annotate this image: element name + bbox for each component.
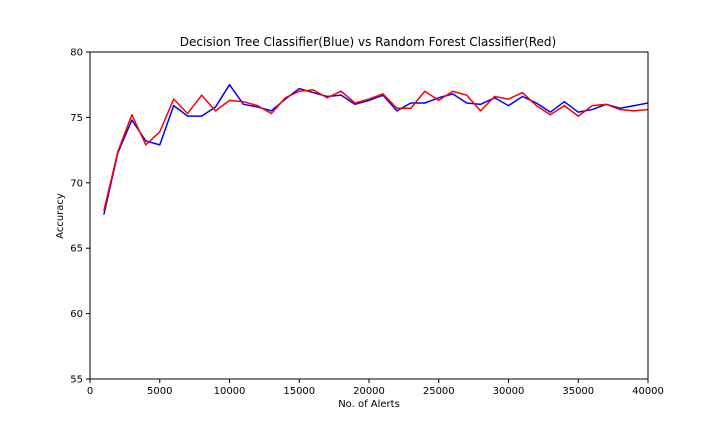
series-layer bbox=[103, 83, 649, 215]
data-point-red bbox=[382, 93, 384, 95]
data-point-blue bbox=[103, 213, 105, 215]
data-point-blue bbox=[368, 99, 370, 101]
data-point-blue bbox=[145, 140, 147, 142]
data-point-red bbox=[103, 209, 105, 211]
data-point-red bbox=[117, 150, 119, 153]
data-point-red bbox=[438, 99, 440, 101]
data-point-red bbox=[591, 105, 593, 107]
data-point-blue bbox=[242, 103, 245, 105]
data-point-red bbox=[480, 110, 482, 112]
x-tick-label: 10000 bbox=[214, 386, 246, 397]
chart-title: Decision Tree Classifier(Blue) vs Random… bbox=[180, 35, 556, 49]
x-axis-label: No. of Alerts bbox=[338, 399, 400, 410]
data-point-blue bbox=[591, 108, 593, 111]
data-point-red bbox=[173, 98, 175, 100]
data-point-red bbox=[396, 107, 398, 109]
data-point-red bbox=[298, 90, 300, 92]
x-tick-label: 25000 bbox=[423, 386, 455, 397]
data-point-blue bbox=[354, 103, 356, 105]
y-axis-label: Accuracy bbox=[55, 193, 66, 239]
y-tick-label: 80 bbox=[70, 48, 83, 59]
y-tick-label: 75 bbox=[70, 113, 83, 124]
data-point-red bbox=[507, 98, 510, 100]
x-tick-label: 40000 bbox=[632, 386, 664, 397]
data-point-blue bbox=[577, 111, 579, 113]
data-point-red bbox=[270, 112, 272, 115]
data-point-blue bbox=[438, 97, 440, 99]
data-point-blue bbox=[549, 111, 551, 113]
data-point-blue bbox=[507, 105, 510, 107]
data-point-red bbox=[410, 107, 412, 109]
data-point-red bbox=[159, 131, 161, 133]
data-point-red bbox=[284, 97, 286, 99]
tick-layer: 0 5000 10000 15000 20000 25000 30000 35000 40000… bbox=[70, 48, 664, 398]
data-point-blue bbox=[228, 84, 231, 86]
x-tick-label: 5000 bbox=[147, 386, 172, 397]
data-point-red bbox=[187, 112, 189, 115]
data-point-blue bbox=[633, 105, 635, 107]
data-point-red bbox=[619, 108, 621, 111]
x-tick-label: 20000 bbox=[353, 386, 385, 397]
data-point-blue bbox=[187, 115, 189, 117]
data-point-blue bbox=[298, 88, 300, 90]
data-point-red bbox=[312, 89, 314, 91]
data-point-red bbox=[340, 90, 342, 92]
x-tick-label: 0 bbox=[87, 386, 93, 397]
data-point-red bbox=[577, 115, 579, 117]
data-point-red bbox=[354, 102, 356, 104]
data-point-red bbox=[466, 94, 468, 96]
data-point-blue bbox=[131, 119, 133, 121]
data-point-blue bbox=[480, 103, 482, 105]
data-point-blue bbox=[410, 102, 412, 104]
data-point-blue bbox=[214, 106, 217, 108]
data-point-red bbox=[145, 144, 147, 146]
data-point-red bbox=[535, 105, 538, 107]
data-point-blue bbox=[396, 110, 398, 112]
data-point-blue bbox=[563, 101, 565, 103]
data-point-blue bbox=[270, 110, 272, 112]
y-tick-label: 65 bbox=[70, 244, 83, 255]
data-point-blue bbox=[201, 115, 203, 117]
data-point-red bbox=[201, 94, 203, 96]
x-tick-label: 30000 bbox=[493, 386, 525, 397]
data-point-blue bbox=[159, 144, 161, 146]
y-tick-label: 55 bbox=[70, 375, 83, 386]
series-line-blue bbox=[103, 83, 649, 215]
data-point-red bbox=[326, 97, 328, 99]
data-point-red bbox=[368, 98, 370, 100]
data-point-blue bbox=[340, 94, 342, 96]
data-point-blue bbox=[521, 95, 524, 98]
data-point-red bbox=[633, 110, 635, 112]
data-point-blue bbox=[452, 93, 454, 95]
data-point-blue bbox=[619, 107, 621, 109]
data-point-blue bbox=[424, 102, 426, 104]
data-point-red bbox=[131, 114, 133, 116]
y-tick-label: 60 bbox=[70, 309, 83, 320]
data-point-blue bbox=[312, 91, 314, 94]
data-point-red bbox=[521, 91, 524, 94]
data-point-blue bbox=[535, 102, 538, 104]
data-point-red bbox=[549, 114, 551, 116]
data-point-red bbox=[563, 105, 565, 107]
data-point-red bbox=[242, 101, 245, 103]
series-line-red bbox=[103, 89, 649, 211]
data-point-red bbox=[214, 110, 217, 112]
y-tick-label: 70 bbox=[70, 178, 83, 189]
data-point-blue bbox=[173, 105, 175, 107]
data-point-red bbox=[228, 99, 231, 101]
data-point-red bbox=[256, 105, 258, 107]
data-point-red bbox=[452, 90, 454, 92]
data-point-red bbox=[605, 103, 607, 105]
data-point-red bbox=[493, 95, 496, 98]
x-tick-label: 35000 bbox=[562, 386, 594, 397]
x-tick-label: 15000 bbox=[283, 386, 315, 397]
data-point-blue bbox=[466, 102, 468, 104]
data-point-red bbox=[424, 90, 426, 92]
